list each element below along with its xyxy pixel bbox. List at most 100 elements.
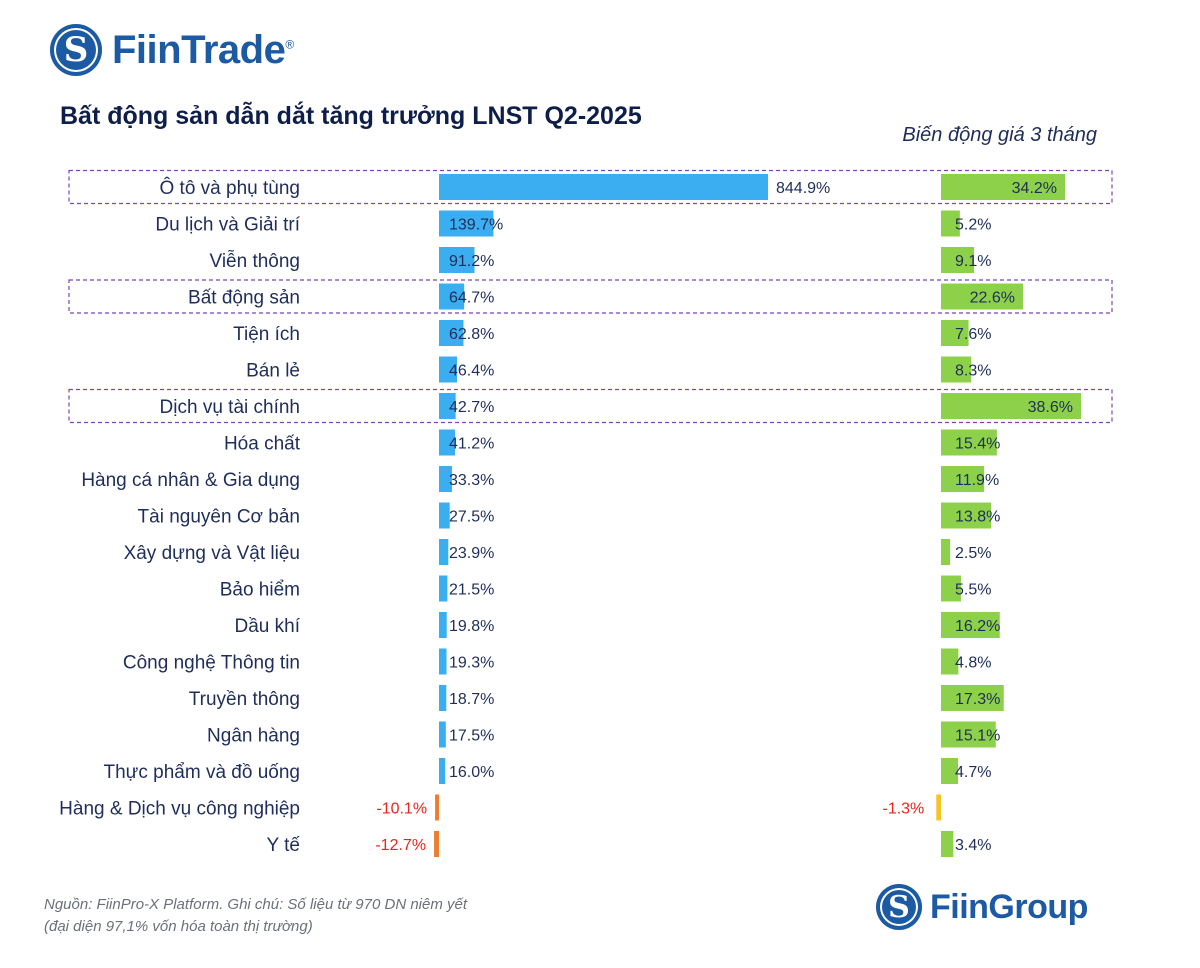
highlight-box	[68, 388, 1113, 424]
price-value-label: 5.2%	[955, 217, 991, 234]
profit-value-label: 91.2%	[449, 253, 494, 270]
profit-bar	[439, 539, 449, 565]
profit-bar	[439, 174, 768, 200]
profit-bar	[439, 502, 450, 529]
price-value-label: -1.3%	[882, 801, 924, 818]
price-bar	[941, 831, 954, 857]
category-label: Thực phẩm và đồ uống	[103, 762, 300, 783]
fiingroup-mark-icon: S	[876, 884, 922, 930]
profit-value-label: 27.5%	[449, 509, 494, 526]
price-bar	[941, 393, 1081, 419]
source-note: Nguồn: FiinPro-X Platform. Ghi chú: Số l…	[44, 894, 467, 938]
profit-bar	[439, 356, 458, 383]
price-bar	[941, 648, 959, 675]
profit-bar	[439, 429, 456, 456]
category-label: Y tế	[267, 835, 301, 856]
profit-value-label: 21.5%	[449, 582, 494, 599]
category-label: Dịch vụ tài chính	[160, 397, 300, 418]
profit-value-label: 41.2%	[449, 436, 494, 453]
fiintrade-name: FiinTrade	[112, 27, 286, 72]
price-bar	[941, 575, 961, 602]
price-value-label: 5.5%	[955, 582, 991, 599]
price-bar	[941, 685, 1004, 711]
profit-bar	[439, 283, 465, 310]
price-bar	[941, 502, 992, 529]
profit-bar	[439, 210, 494, 237]
profit-value-label: 23.9%	[449, 545, 494, 562]
category-label: Dầu khí	[235, 616, 301, 637]
profit-bar	[439, 612, 447, 638]
profit-value-label: 62.8%	[449, 326, 494, 343]
profit-value-label: -10.1%	[376, 801, 427, 818]
price-value-label: 16.2%	[955, 618, 1000, 635]
profit-value-label: 42.7%	[449, 399, 494, 416]
price-value-label: 4.7%	[955, 764, 991, 781]
fiingroup-logo: S FiinGroup	[876, 884, 1088, 930]
profit-value-label: 64.7%	[449, 290, 494, 307]
category-label: Du lịch và Giải trí	[155, 215, 300, 236]
profit-bar	[439, 247, 475, 273]
price-value-label: 13.8%	[955, 509, 1000, 526]
category-label: Xây dựng và Vật liệu	[124, 543, 300, 564]
category-label: Hóa chất	[224, 434, 301, 455]
price-value-label: 2.5%	[955, 545, 991, 562]
profit-bar	[439, 685, 447, 711]
source-line-2: (đại diện 97,1% vốn hóa toàn thị trường)	[44, 918, 313, 935]
category-label: Hàng & Dịch vụ công nghiệp	[59, 799, 300, 820]
category-label: Bán lẻ	[246, 361, 300, 382]
profit-bar	[439, 466, 452, 492]
price-value-label: 3.4%	[955, 837, 991, 854]
category-label: Ô tô và phụ tùng	[160, 177, 301, 199]
price-bar	[941, 539, 951, 565]
category-label: Tài nguyên Cơ bản	[138, 507, 300, 528]
profit-bar	[439, 721, 446, 748]
price-change-subtitle: Biến động giá 3 tháng	[902, 124, 1097, 146]
price-bar	[941, 758, 959, 784]
price-bar	[941, 466, 985, 492]
price-value-label: 15.4%	[955, 436, 1000, 453]
highlight-box	[68, 169, 1113, 205]
price-bar	[941, 356, 972, 383]
chart-title: Bất động sản dẫn dắt tăng trưởng LNST Q2…	[60, 102, 642, 130]
category-label: Tiện ích	[233, 324, 300, 345]
profit-bar	[435, 794, 439, 821]
category-label: Bảo hiểm	[220, 580, 300, 601]
price-value-label: 34.2%	[1012, 180, 1057, 197]
profit-value-label: 16.0%	[449, 764, 494, 781]
highlight-box	[68, 279, 1113, 314]
source-line-1: Nguồn: FiinPro-X Platform. Ghi chú: Số l…	[44, 896, 468, 913]
price-bar	[941, 612, 1000, 638]
price-bar	[941, 247, 975, 273]
profit-bar	[439, 393, 456, 419]
price-value-label: 22.6%	[970, 290, 1015, 307]
registered-mark: ®	[285, 37, 294, 52]
price-bar	[941, 320, 969, 346]
price-value-label: 17.3%	[955, 691, 1000, 708]
category-label: Bất động sản	[188, 288, 300, 309]
profit-value-label: 139.7%	[449, 217, 503, 234]
price-bar	[941, 283, 1023, 310]
profit-bar	[439, 575, 448, 602]
profit-value-label: 18.7%	[449, 691, 494, 708]
category-label: Công nghệ Thông tin	[123, 653, 300, 674]
category-label: Hàng cá nhân & Gia dụng	[81, 470, 300, 491]
price-value-label: 7.6%	[955, 326, 991, 343]
profit-bar	[439, 648, 447, 675]
fiintrade-mark-icon: S	[50, 24, 102, 76]
fiintrade-logo: S FiinTrade®	[50, 24, 294, 76]
price-value-label: 4.8%	[955, 655, 991, 672]
price-bar	[941, 429, 997, 456]
price-value-label: 15.1%	[955, 728, 1000, 745]
profit-value-label: 17.5%	[449, 728, 494, 745]
category-label: Truyền thông	[189, 689, 300, 710]
profit-value-label: 33.3%	[449, 472, 494, 489]
profit-value-label: 19.8%	[449, 618, 494, 635]
fiingroup-wordmark: FiinGroup	[930, 887, 1088, 926]
price-value-label: 38.6%	[1028, 399, 1073, 416]
profit-bar	[439, 758, 446, 784]
price-value-label: 9.1%	[955, 253, 991, 270]
price-bar	[941, 721, 996, 748]
profit-value-label: 844.9%	[776, 180, 830, 197]
profit-value-label: 46.4%	[449, 363, 494, 380]
